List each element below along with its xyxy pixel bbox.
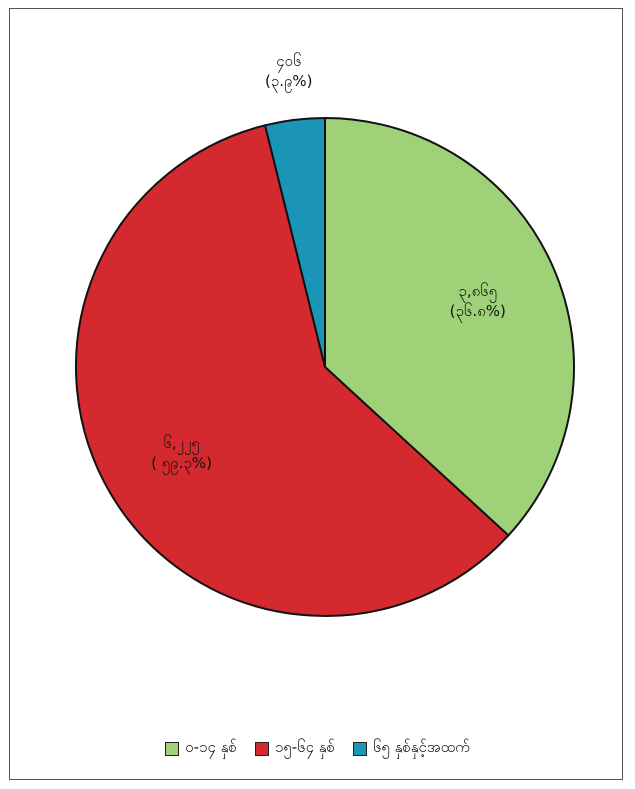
slice-label-0-14: ၃,၈၆၅(၃၆.၈%)	[450, 282, 506, 323]
legend-item-65-plus: ၆၅ နှစ်နှင့်အထက်	[352, 738, 470, 760]
slice-label-65-plus-value: ၄၀၆	[276, 52, 301, 73]
legend-label-15-64: ၁၅-၆၄ နှစ်	[274, 738, 335, 756]
slice-label-65-plus: ၄၀၆(၃.၉%)	[265, 52, 313, 93]
slice-label-15-64-value: ၆,၂၂၅	[163, 434, 199, 455]
legend-swatch-15-64	[254, 742, 269, 756]
slice-15-64	[75, 124, 510, 617]
slice-label-15-64-percent: ( ၅၉.၃%)	[151, 454, 212, 475]
legend-label-65-plus: ၆၅ နှစ်နှင့်အထက်	[372, 738, 470, 756]
legend-label-0-14: ၀-၁၄ နှစ်	[185, 738, 237, 756]
legend-swatch-0-14	[165, 742, 180, 756]
slice-label-15-64: ၆,၂၂၅( ၅၉.၃%)	[151, 434, 212, 475]
slice-0-14	[324, 116, 575, 537]
legend-swatch-65-plus	[352, 742, 367, 756]
legend-item-0-14: ၀-၁၄ နှစ်	[165, 738, 237, 760]
slice-65-plus	[263, 116, 326, 368]
slice-label-0-14-value: ၃,၈၆၅	[458, 282, 497, 303]
slice-label-0-14-percent: (၃၆.၈%)	[450, 302, 506, 323]
legend-item-15-64: ၁၅-၆၄ နှစ်	[254, 738, 335, 760]
slice-label-65-plus-percent: (၃.၉%)	[265, 72, 313, 93]
legend: ၀-၁၄ နှစ် ၁၅-၆၄ နှစ် ၆၅ နှစ်နှင့်အထက်	[0, 738, 635, 760]
